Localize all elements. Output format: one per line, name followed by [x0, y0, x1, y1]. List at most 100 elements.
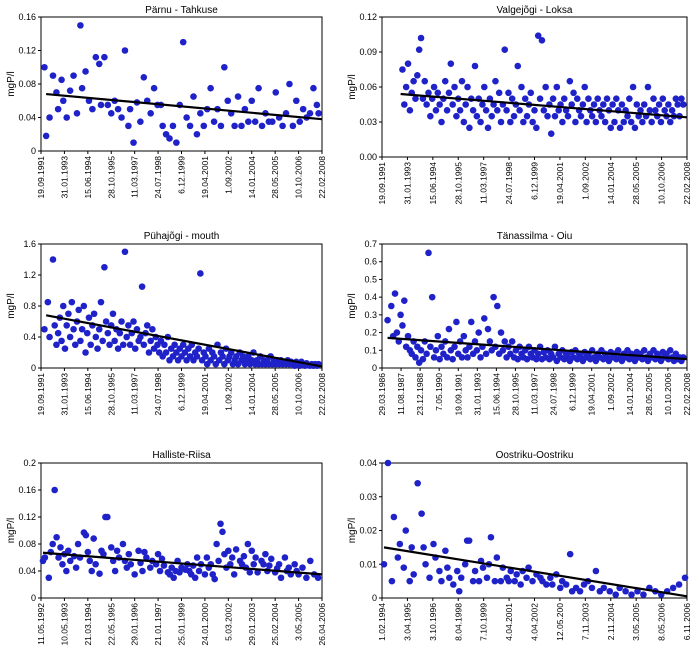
data-point [491, 577, 499, 585]
data-point [428, 293, 436, 301]
data-point [266, 562, 273, 569]
x-tick-label: 28.05.2005 [270, 156, 280, 199]
data-point [436, 101, 443, 108]
data-point [418, 510, 425, 517]
data-point [434, 89, 442, 97]
x-tick-label: 1.02.1994 [377, 603, 387, 641]
data-point [613, 95, 620, 102]
data-point [659, 95, 667, 102]
data-point [576, 587, 584, 595]
data-point [303, 574, 310, 582]
data-point [55, 554, 62, 561]
data-point [592, 118, 600, 126]
data-point [145, 349, 153, 356]
data-point [462, 101, 469, 108]
data-point [422, 560, 429, 568]
data-point [251, 118, 259, 125]
y-tick-label: 0 [372, 593, 377, 603]
data-point [543, 581, 550, 588]
data-point [652, 107, 659, 114]
x-tick-label: 23.12.1988 [415, 373, 425, 416]
data-point [99, 337, 106, 345]
data-point [410, 571, 417, 578]
data-point [436, 355, 443, 363]
data-point [102, 318, 110, 325]
data-point [272, 89, 280, 96]
data-point [521, 95, 529, 102]
x-tick-label: 2.11.2004 [606, 603, 616, 640]
x-tick-label: 6.12.1999 [568, 373, 578, 411]
data-point [299, 564, 306, 571]
data-point [197, 270, 204, 277]
data-point [455, 587, 463, 595]
data-point [173, 139, 180, 146]
data-point [104, 513, 111, 521]
data-point [217, 122, 225, 130]
data-point [146, 564, 154, 571]
x-tick-label: 3.10.1996 [428, 603, 438, 641]
data-point [193, 130, 201, 138]
x-tick-label: 11.03.1997 [130, 156, 140, 198]
data-point [449, 101, 456, 108]
data-point [637, 107, 644, 114]
data-point [430, 83, 438, 91]
x-tick-label: 15.06.1994 [83, 373, 93, 416]
data-point [426, 574, 433, 582]
data-point [513, 571, 520, 578]
trend-line [400, 92, 688, 119]
data-point [147, 110, 154, 117]
data-point [169, 122, 177, 130]
data-point [600, 101, 607, 108]
x-tick-label: 8.04.1998 [453, 603, 463, 641]
data-point [626, 95, 633, 102]
data-point [90, 310, 98, 318]
y-tick-label: 0.12 [18, 46, 36, 56]
data-point [594, 95, 602, 102]
x-tick-label: 1.09.2002 [223, 156, 233, 194]
data-point [483, 574, 491, 582]
x-tick-label: 10.10.2006 [657, 162, 667, 205]
data-point [70, 325, 77, 333]
data-point [234, 93, 242, 100]
data-point [674, 101, 682, 108]
data-point [458, 77, 466, 85]
trend-line [387, 336, 688, 361]
data-point [477, 354, 484, 361]
data-point [484, 124, 492, 132]
data-point [83, 329, 91, 337]
data-point [82, 531, 90, 539]
x-tick-label: 31.01.1993 [472, 373, 482, 416]
data-point [479, 101, 486, 108]
data-point [436, 567, 443, 575]
data-point [215, 557, 222, 565]
data-point [562, 581, 570, 588]
data-point [171, 341, 178, 349]
data-point [89, 105, 96, 113]
data-point [225, 547, 232, 555]
data-point [113, 547, 121, 555]
x-tick-label: 24.07.1998 [549, 373, 559, 416]
y-tick-label: 0.08 [18, 539, 36, 549]
data-point [262, 550, 269, 558]
x-tick-label: 12.05.200 [555, 603, 565, 641]
data-point [494, 302, 501, 310]
data-point [399, 322, 406, 329]
data-point [396, 540, 404, 548]
data-point [61, 345, 69, 352]
data-point [158, 555, 166, 563]
data-point [121, 248, 129, 256]
y-tick-label: 0.06 [359, 82, 377, 92]
data-point [130, 318, 137, 325]
data-point [100, 550, 107, 558]
data-point [156, 567, 164, 575]
data-point [200, 122, 208, 130]
data-point [210, 118, 218, 125]
data-point [107, 544, 115, 551]
data-point [678, 95, 685, 102]
data-point [306, 110, 314, 117]
x-tick-label: 28.10.1995 [106, 373, 116, 416]
data-point [296, 118, 304, 125]
data-point [313, 101, 321, 109]
data-point [622, 587, 629, 595]
data-point [88, 567, 96, 575]
